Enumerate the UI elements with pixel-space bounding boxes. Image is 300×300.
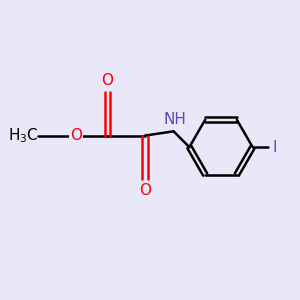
Text: O: O bbox=[139, 183, 151, 198]
Text: O: O bbox=[70, 128, 82, 143]
Text: H$_3$C: H$_3$C bbox=[8, 126, 38, 145]
Text: I: I bbox=[273, 140, 277, 154]
Text: O: O bbox=[101, 73, 113, 88]
Text: NH: NH bbox=[164, 112, 186, 127]
